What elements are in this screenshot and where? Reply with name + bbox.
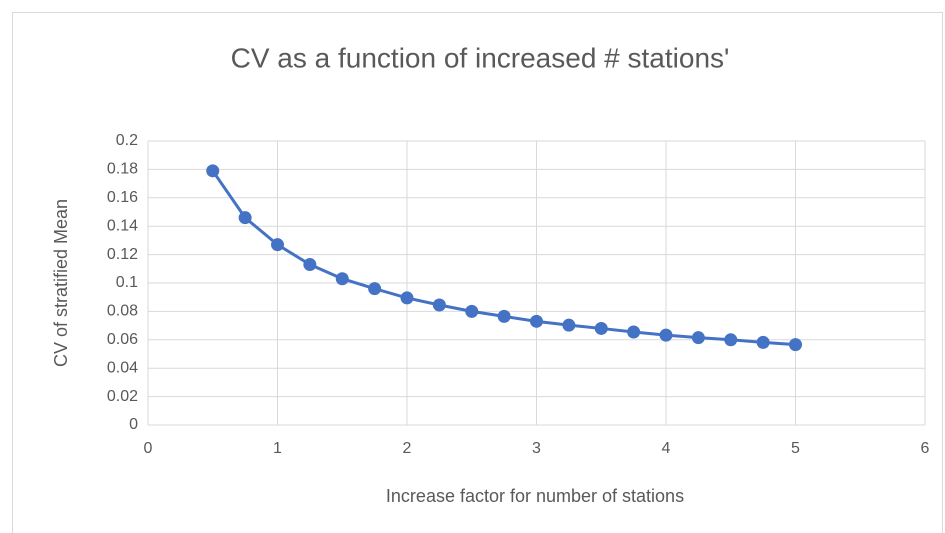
y-tick-label: 0.12 <box>107 246 138 263</box>
chart-title: CV as a function of increased # stations… <box>231 42 730 73</box>
data-point <box>789 338 802 352</box>
data-point <box>530 314 543 328</box>
data-point <box>335 272 349 286</box>
x-tick-label: 0 <box>144 440 153 457</box>
data-point <box>238 211 252 225</box>
y-tick-label: 0.18 <box>107 161 138 178</box>
x-axis-label: Increase factor for number of stations <box>386 486 684 506</box>
y-tick-label: 0.06 <box>107 331 138 348</box>
y-tick-label: 0.1 <box>116 274 138 291</box>
y-tick-label: 0.16 <box>107 189 138 206</box>
chart-frame <box>12 12 943 533</box>
x-tick-label: 3 <box>532 440 541 457</box>
y-tick-label: 0.02 <box>107 388 138 405</box>
data-point <box>756 335 770 349</box>
data-point <box>497 309 511 323</box>
data-point <box>303 258 317 272</box>
data-point <box>627 325 641 339</box>
y-tick-label: 0 <box>129 416 138 433</box>
data-point <box>465 304 479 318</box>
data-point <box>400 291 414 305</box>
y-tick-label: 0.08 <box>107 303 138 320</box>
y-tick-label: 0.14 <box>107 217 138 234</box>
x-tick-label: 4 <box>662 440 671 457</box>
x-tick-label: 2 <box>403 440 412 457</box>
x-tick-label: 5 <box>791 440 800 457</box>
data-point <box>594 321 608 335</box>
data-point <box>206 164 220 178</box>
data-point <box>691 331 705 345</box>
data-point <box>368 282 382 296</box>
y-axis-label: CV of stratified Mean <box>51 199 71 367</box>
data-point <box>432 298 446 312</box>
data-point <box>659 328 673 342</box>
x-tick-label: 6 <box>921 440 930 457</box>
y-tick-label: 0.2 <box>116 132 138 149</box>
y-tick-label: 0.04 <box>107 359 138 376</box>
data-point <box>724 333 738 347</box>
data-point <box>562 318 576 332</box>
x-tick-label: 1 <box>273 440 282 457</box>
data-point <box>271 238 284 252</box>
